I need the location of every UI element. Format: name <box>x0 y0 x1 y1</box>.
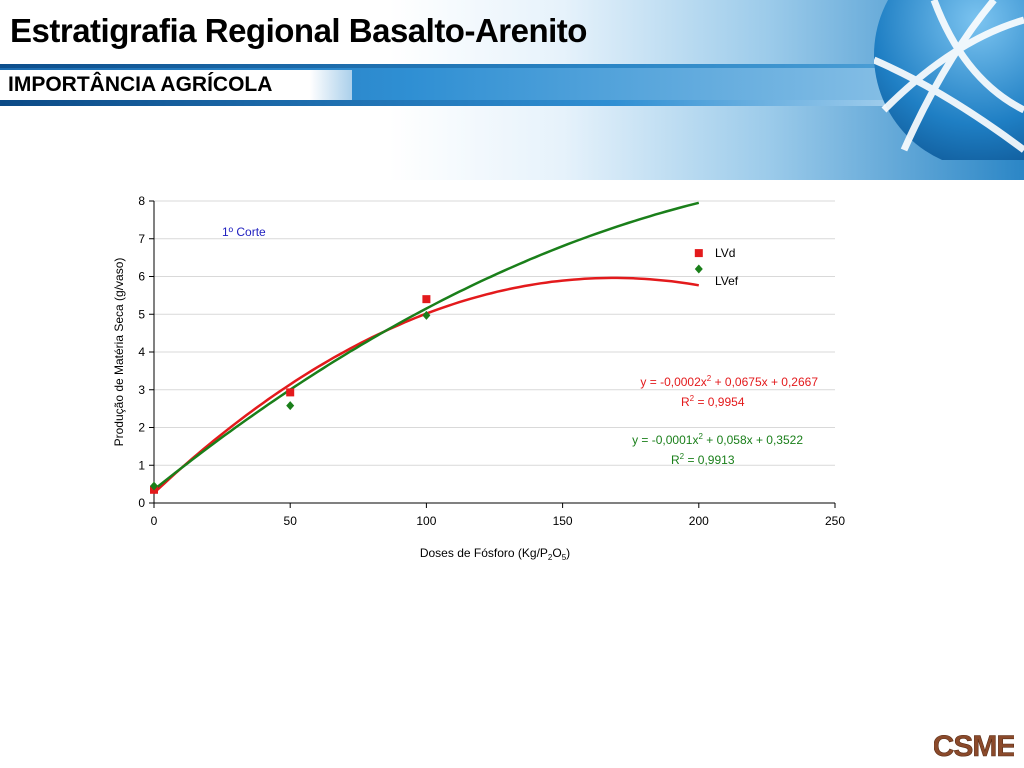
r2-lvef: R2 = 0,9913 <box>671 452 735 467</box>
y-tick-label: 4 <box>138 345 145 359</box>
y-tick-label: 6 <box>138 270 145 284</box>
y-tick-label: 1 <box>138 458 145 472</box>
y-tick-label: 5 <box>138 307 145 321</box>
data-points <box>150 249 703 494</box>
header-stripe <box>0 100 1024 106</box>
x-axis-title: Doses de Fósforo (Kg/P2O5) <box>420 546 570 562</box>
slide-subtitle: IMPORTÂNCIA AGRÍCOLA <box>8 73 273 96</box>
trend-line-lvd <box>153 276 700 494</box>
x-tick-label: 0 <box>151 514 158 528</box>
csme-logo: CSME <box>934 730 1014 762</box>
r2-lvd: R2 = 0,9954 <box>681 394 745 409</box>
data-point-lvef <box>422 310 431 320</box>
x-axis-ticks: 0 50 100 150 200 250 <box>151 514 846 528</box>
equation-lvd: y = -0,0002x2 + 0,0675x + 0,2667 <box>640 374 818 389</box>
y-axis-title: Produção de Matéria Seca (g/vaso) <box>112 258 126 447</box>
y-tick-label: 8 <box>138 194 145 208</box>
scatter-chart: 0 1 2 3 4 5 6 7 8 0 50 100 150 200 250 1º Corte LVd L… <box>112 194 846 562</box>
trend-lines <box>153 201 700 494</box>
grid-lines <box>154 200 835 466</box>
data-point-lvd <box>286 388 295 397</box>
data-point-lvef <box>150 481 158 491</box>
x-tick-label: 100 <box>416 514 436 528</box>
x-tick-label: 50 <box>284 514 298 528</box>
y-tick-label: 3 <box>138 383 145 397</box>
x-tick-label: 150 <box>553 514 573 528</box>
legend-label-lvef: LVef <box>715 274 739 288</box>
y-axis-ticks: 0 1 2 3 4 5 6 7 8 <box>138 194 145 510</box>
x-tick-label: 250 <box>825 514 845 528</box>
data-point-lvd <box>422 295 431 304</box>
y-tick-label: 7 <box>138 232 145 246</box>
data-point-lvef <box>694 264 703 274</box>
slide-title: Estratigrafia Regional Basalto-Arenito <box>10 12 587 49</box>
data-point-lvef <box>286 401 295 411</box>
globe-icon <box>874 0 1024 160</box>
legend-label-lvd: LVd <box>715 246 735 260</box>
y-tick-label: 0 <box>138 496 145 510</box>
header-stripe <box>0 64 1024 68</box>
x-tick-label: 200 <box>689 514 709 528</box>
data-point-lvd <box>694 249 703 258</box>
trend-line-lvef <box>153 201 700 491</box>
equation-lvef: y = -0,0001x2 + 0,058x + 0,3522 <box>632 432 803 447</box>
y-tick-label: 2 <box>138 421 145 435</box>
subtitle-box <box>0 70 352 100</box>
svg-text:CSME: CSME <box>934 730 1014 762</box>
axes <box>149 200 836 508</box>
chart-annotation: 1º Corte <box>222 225 266 239</box>
